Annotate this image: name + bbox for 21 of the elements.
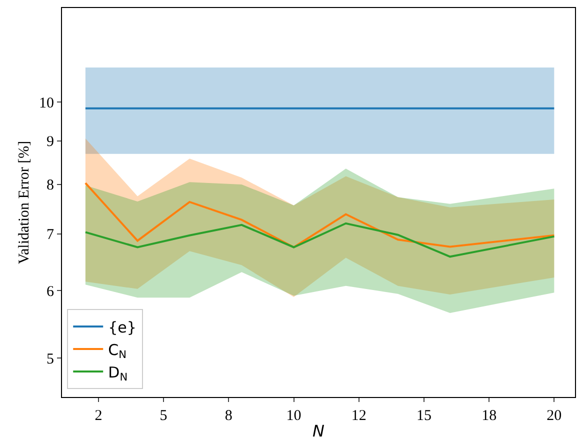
x-tick-label: 20 <box>546 408 562 424</box>
y-tick-label: 9 <box>46 134 54 150</box>
line-series <box>84 222 556 258</box>
y-tick-label: 8 <box>46 178 54 194</box>
y-tick-label: 6 <box>46 284 54 300</box>
x-tick-label: 15 <box>416 408 432 424</box>
x-tick-label: 2 <box>94 408 102 424</box>
x-tick-label: 5 <box>160 408 168 424</box>
y-tick-label: 7 <box>46 227 54 244</box>
x-axis-title: N <box>312 422 325 441</box>
legend-label: C$_{N}$ <box>108 340 126 361</box>
y-axis-title: Validation Error [%] <box>16 140 32 264</box>
y-tick-label: 5 <box>46 351 54 368</box>
x-tick-label: 10 <box>286 408 302 424</box>
x-tick-label: 12 <box>351 408 366 424</box>
x-tick-label: 8 <box>224 408 232 424</box>
legend-label: {e} <box>108 318 136 336</box>
y-tick-label: 10 <box>39 95 54 112</box>
legend-label: D$_{N}$ <box>108 363 128 384</box>
line-series <box>84 182 556 248</box>
x-tick-label: 18 <box>482 408 497 424</box>
